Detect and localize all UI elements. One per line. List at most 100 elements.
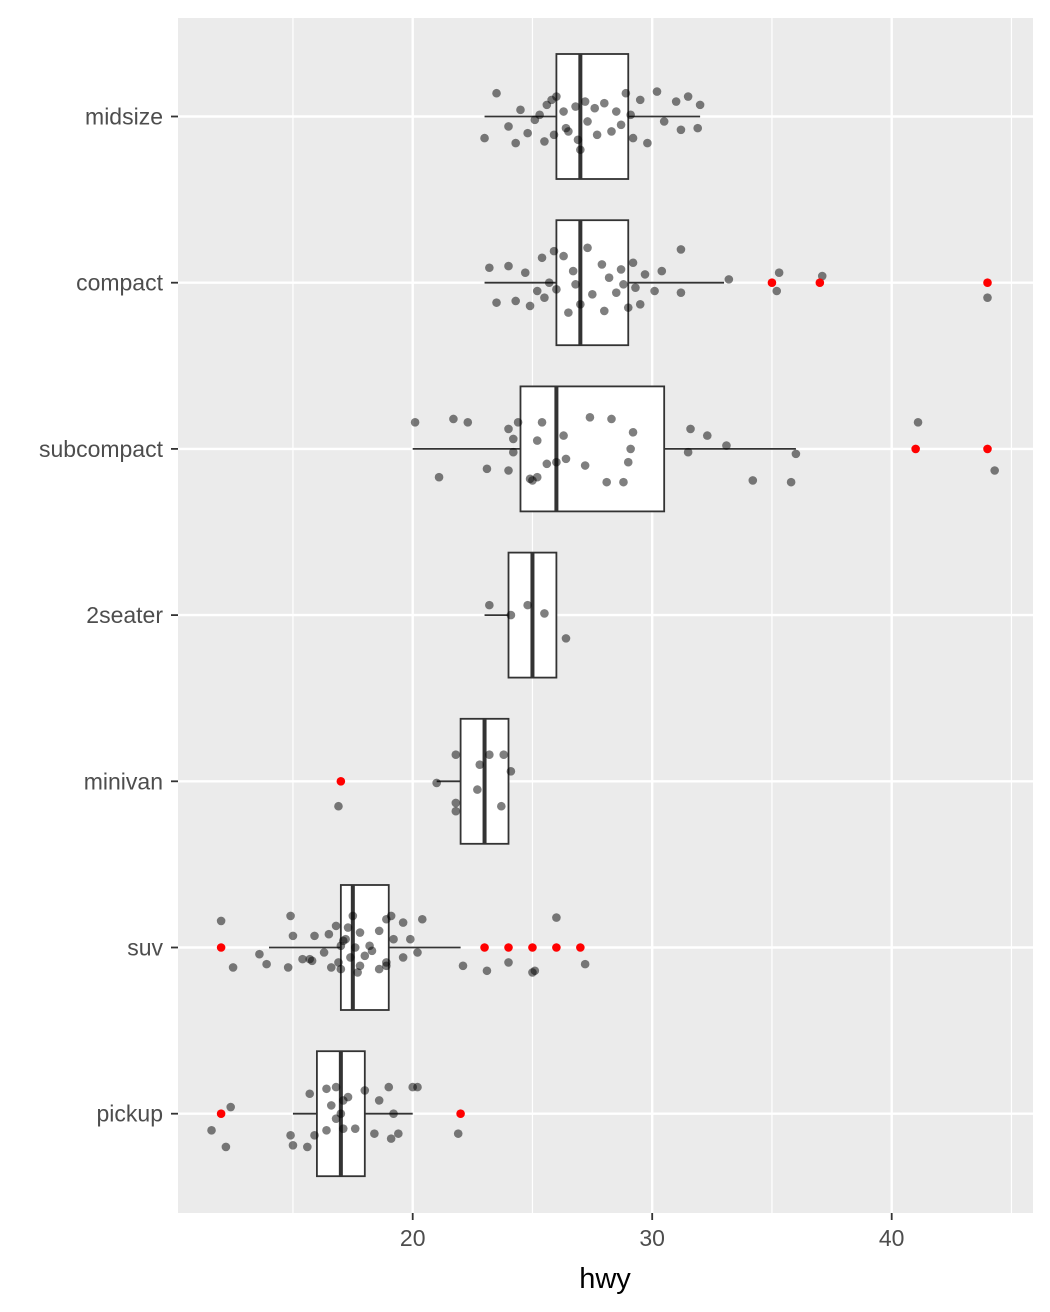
jitter-point-suv [336, 964, 346, 974]
jitter-point-compact [628, 258, 638, 268]
jitter-point-suv [348, 911, 358, 921]
boxplots [269, 53, 796, 1178]
jitter-point-suv [355, 928, 365, 937]
jitter-point-compact [983, 293, 992, 302]
jitter-point-suv [398, 918, 408, 927]
x-tick-label: 30 [639, 1225, 665, 1251]
jitter-point-compact [537, 253, 547, 263]
jitter-point-midsize [671, 97, 681, 106]
jitter-point-suv [413, 948, 422, 957]
jitter-point-compact [485, 263, 494, 273]
jitter-point-suv [355, 961, 365, 971]
jitter-point-midsize [695, 100, 705, 110]
jitter-points [207, 87, 999, 1152]
jitter-point-midsize [592, 130, 602, 140]
outlier-point-compact [767, 278, 777, 288]
jitter-point-midsize [583, 117, 592, 126]
jitter-point-compact [635, 300, 645, 309]
jitter-point-pickup [350, 1124, 360, 1133]
jitter-point-suv [350, 943, 360, 952]
jitter-point-subcompact [626, 444, 635, 454]
jitter-point-suv [530, 966, 540, 976]
jitter-point-suv [374, 964, 384, 974]
jitter-point-suv [353, 968, 362, 977]
jitter-point-suv [346, 953, 355, 962]
jitter-point-2seater [485, 600, 494, 610]
outlier-point-pickup [456, 1109, 465, 1118]
jitter-point-pickup [322, 1126, 331, 1135]
x-axis-title: hwy [579, 1263, 631, 1295]
jitter-point-suv [283, 963, 293, 972]
jitter-point-suv [324, 929, 334, 939]
jitter-point-midsize [600, 98, 609, 108]
jitter-point-subcompact [686, 424, 695, 434]
jitter-point-midsize [611, 107, 621, 116]
outlier-points [216, 278, 992, 1118]
jitter-point-2seater [506, 610, 516, 620]
jitter-point-pickup [286, 1131, 295, 1140]
jitter-point-midsize [607, 127, 616, 136]
boxplot-midsize [484, 53, 701, 180]
x-tick-label: 20 [400, 1225, 426, 1251]
jitter-point-compact [540, 293, 549, 302]
jitter-point-compact [564, 308, 573, 317]
jitter-point-subcompact [463, 418, 473, 427]
jitter-point-compact [520, 268, 530, 278]
jitter-point-midsize [559, 107, 568, 116]
jitter-point-subcompact [482, 464, 492, 474]
jitter-point-suv [255, 949, 264, 959]
jitter-point-midsize [571, 102, 580, 111]
jitter-point-compact [650, 286, 659, 296]
jitter-point-pickup [221, 1142, 231, 1152]
jitter-point-compact [532, 286, 542, 296]
jitter-point-2seater [561, 634, 571, 643]
y-tick-label-midsize: midsize [85, 104, 163, 130]
jitter-point-midsize [576, 145, 585, 155]
jitter-point-compact [559, 251, 568, 261]
y-tick-label-minivan: minivan [84, 768, 163, 794]
jitter-point-suv [406, 934, 415, 944]
box [519, 385, 666, 513]
jitter-point-suv [298, 954, 307, 964]
jitter-point-minivan [334, 801, 343, 811]
jitter-point-minivan [497, 801, 506, 811]
jitter-point-compact [619, 280, 628, 289]
jitter-point-suv [286, 911, 295, 921]
jitter-point-midsize [616, 120, 626, 130]
jitter-point-subcompact [628, 427, 638, 437]
jitter-point-suv [580, 959, 590, 969]
jitter-point-subcompact [528, 476, 537, 485]
jitter-point-subcompact [508, 434, 518, 444]
jitter-point-minivan [485, 750, 494, 760]
jitter-point-pickup [384, 1082, 394, 1092]
jitter-point-suv [228, 963, 238, 972]
jitter-point-pickup [389, 1109, 398, 1118]
jitter-point-midsize [659, 117, 669, 126]
jitter-point-subcompact [434, 472, 444, 482]
jitter-point-suv [367, 946, 377, 956]
y-axis: midsize compact subcompact 2seater minivan su… [39, 104, 178, 1127]
jitter-point-midsize [628, 133, 638, 143]
jitter-point-midsize [511, 138, 520, 148]
boxplot-2seater [484, 551, 558, 679]
jitter-point-midsize [504, 122, 513, 131]
x-axis: 20 30 40 [400, 1213, 904, 1251]
jitter-point-pickup [370, 1129, 379, 1138]
jitter-point-subcompact [702, 431, 712, 440]
jitter-point-midsize [643, 138, 652, 148]
jitter-point-midsize [547, 95, 556, 105]
jitter-point-subcompact [513, 418, 523, 427]
jitter-point-pickup [288, 1140, 298, 1150]
jitter-point-suv [216, 916, 226, 926]
jitter-point-pickup [331, 1082, 341, 1092]
jitter-point-minivan [499, 750, 509, 760]
jitter-point-subcompact [580, 461, 590, 470]
jitter-point-pickup [453, 1129, 463, 1138]
jitter-point-minivan [451, 798, 461, 808]
outlier-point-suv [552, 943, 561, 952]
jitter-point-pickup [413, 1082, 422, 1092]
jitter-point-minivan [473, 785, 482, 794]
jitter-point-compact [525, 301, 535, 311]
jitter-point-minivan [432, 778, 441, 788]
jitter-point-compact [583, 243, 592, 253]
